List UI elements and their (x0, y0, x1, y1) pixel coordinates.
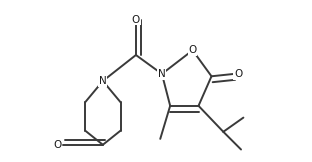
Text: N: N (158, 69, 166, 79)
Text: O: O (188, 45, 197, 55)
Text: O: O (234, 69, 242, 79)
Text: N: N (99, 76, 107, 86)
Text: O: O (132, 15, 140, 25)
Text: O: O (53, 140, 61, 150)
